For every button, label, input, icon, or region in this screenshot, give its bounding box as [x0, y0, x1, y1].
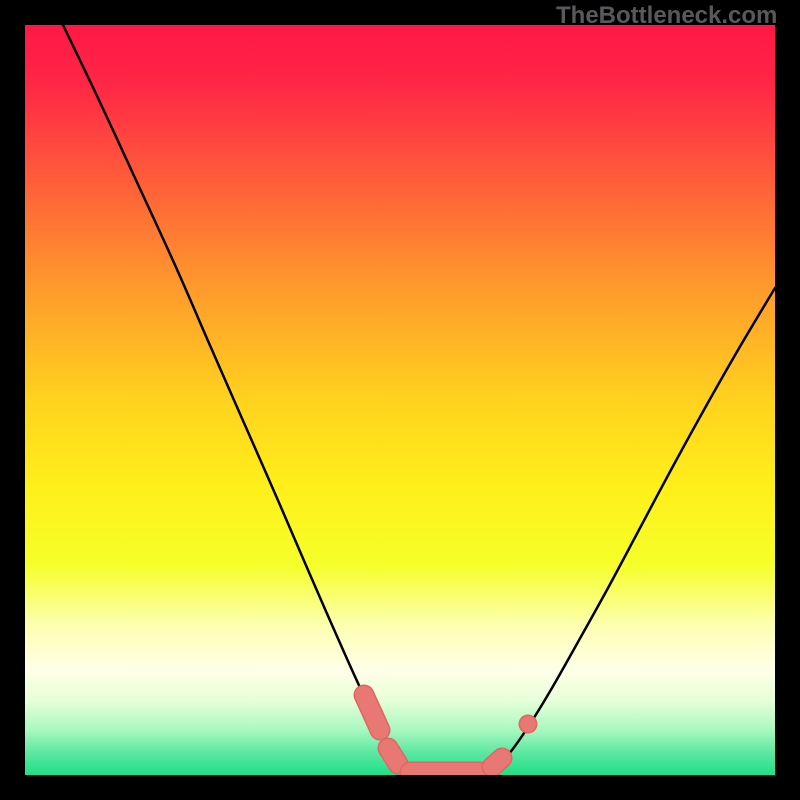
curve-right-branch [482, 288, 775, 775]
curve-layer [25, 25, 775, 775]
watermark-text: TheBottleneck.com [556, 2, 777, 30]
marker-capsule [492, 758, 502, 767]
curve-left-branch [63, 25, 416, 775]
marker-capsule [388, 748, 398, 764]
marker-dot [520, 716, 536, 732]
plot-area [25, 25, 775, 775]
